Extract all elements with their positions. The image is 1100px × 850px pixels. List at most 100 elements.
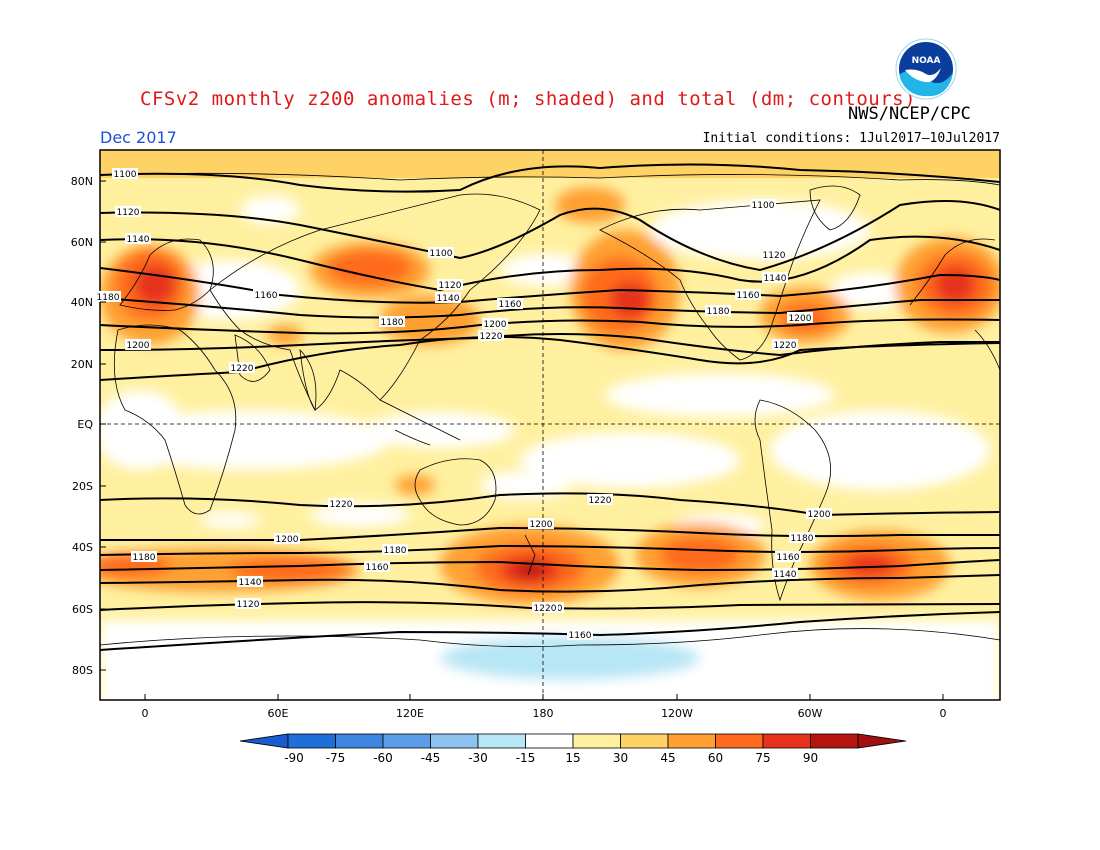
- svg-text:1220: 1220: [589, 496, 612, 506]
- svg-text:1160: 1160: [737, 291, 760, 301]
- initial-conditions: Initial conditions: 1Jul2017–10Jul2017: [702, 131, 1000, 146]
- lat-label: 80N: [71, 175, 93, 188]
- lat-label: EQ: [77, 418, 93, 431]
- colorbar-label: -45: [421, 751, 441, 765]
- contour-label: 1160: [735, 289, 761, 301]
- svg-text:1220: 1220: [330, 500, 353, 510]
- lat-label: 40N: [71, 296, 93, 309]
- colorbar-label: 75: [755, 751, 770, 765]
- colorbar-label: -30: [468, 751, 488, 765]
- contour-label: 1160: [567, 629, 593, 641]
- svg-text:1120: 1120: [439, 281, 462, 291]
- contour-label: 1220: [532, 602, 558, 614]
- contour-label: 1140: [762, 272, 788, 284]
- map-frame: [99, 149, 1001, 701]
- colorbar-label: 60: [708, 751, 723, 765]
- svg-text:1200: 1200: [127, 341, 150, 351]
- colorbar-swatch: [287, 733, 336, 749]
- svg-text:1160: 1160: [569, 631, 592, 641]
- svg-text:1200: 1200: [484, 320, 507, 330]
- colorbar-label: 30: [613, 751, 628, 765]
- svg-text:1100: 1100: [752, 201, 775, 211]
- svg-text:1120: 1120: [117, 208, 140, 218]
- colorbar-label: -15: [516, 751, 536, 765]
- agency-label: NWS/NCEP/CPC: [848, 104, 971, 124]
- svg-text:1220: 1220: [774, 341, 797, 351]
- colorbar-label: 90: [803, 751, 818, 765]
- contour-labels: 1100 1120 1140 1160 1180 1200 1220 1100 1120 1140…: [95, 168, 832, 641]
- colorbar-swatch: [525, 733, 574, 749]
- colorbar-label: 45: [660, 751, 675, 765]
- lon-label: 120E: [396, 707, 424, 720]
- contour-label: 1200: [482, 318, 508, 330]
- svg-text:1180: 1180: [133, 553, 156, 563]
- contour-label: 1120: [437, 279, 463, 291]
- colorbar-swatch: [810, 733, 859, 749]
- colorbar-swatch: [620, 733, 669, 749]
- contour-label: 1160: [364, 561, 390, 573]
- svg-text:1160: 1160: [777, 553, 800, 563]
- colorbar-swatch: [382, 733, 431, 749]
- colorbar-label: 15: [565, 751, 580, 765]
- colorbar-high-arrow: [857, 733, 907, 749]
- contour-label: 1180: [382, 544, 408, 556]
- contour-label: 1180: [95, 291, 121, 303]
- forecast-month: Dec 2017: [100, 128, 177, 147]
- contour-label: 1200: [806, 508, 832, 520]
- svg-text:1220: 1220: [231, 364, 254, 374]
- contour-label: 1140: [237, 576, 263, 588]
- contour-label: 1180: [379, 316, 405, 328]
- contour-label: 1220: [229, 362, 255, 374]
- contour-label: 1220: [478, 330, 504, 342]
- contour-label: 1160: [497, 298, 523, 310]
- contour-label: 1220: [328, 498, 354, 510]
- svg-text:1200: 1200: [808, 510, 831, 520]
- colorbar-label: -90: [284, 751, 304, 765]
- svg-text:1160: 1160: [366, 563, 389, 573]
- lat-label: 80S: [72, 664, 93, 677]
- contour-label: 1100: [112, 168, 138, 180]
- colorbar-swatch: [477, 733, 526, 749]
- colorbar-swatch: [715, 733, 764, 749]
- lat-label: 20S: [72, 480, 93, 493]
- contour-label: 1100: [750, 199, 776, 211]
- colorbar-label: -60: [373, 751, 393, 765]
- contour-label: 1220: [772, 339, 798, 351]
- svg-text:1180: 1180: [791, 534, 814, 544]
- contour-label: 1180: [131, 551, 157, 563]
- coastlines: [100, 172, 1000, 648]
- contour-label: 1200: [274, 533, 300, 545]
- contour-label: 1180: [789, 532, 815, 544]
- colorbar-swatch: [572, 733, 621, 749]
- contour-label: 1180: [705, 305, 731, 317]
- svg-text:1180: 1180: [384, 546, 407, 556]
- contour-label: 1120: [115, 206, 141, 218]
- svg-text:1180: 1180: [707, 307, 730, 317]
- svg-text:1140: 1140: [239, 578, 262, 588]
- svg-text:1140: 1140: [127, 235, 150, 245]
- svg-text:1140: 1140: [437, 294, 460, 304]
- contour-label: 1200: [787, 312, 813, 324]
- colorbar-swatch: [335, 733, 384, 749]
- lat-label: 60N: [71, 236, 93, 249]
- lon-label: 60E: [268, 707, 289, 720]
- svg-text:1200: 1200: [530, 520, 553, 530]
- contour-label: 1220: [587, 494, 613, 506]
- contour-label: 1160: [775, 551, 801, 563]
- colorbar-label: -75: [326, 751, 346, 765]
- lon-label: 0: [142, 707, 149, 720]
- svg-text:1140: 1140: [764, 274, 787, 284]
- lon-label: 60W: [798, 707, 823, 720]
- svg-text:1160: 1160: [255, 291, 278, 301]
- logo-text: NOAA: [912, 56, 941, 66]
- svg-text:1120: 1120: [763, 251, 786, 261]
- svg-text:1180: 1180: [381, 318, 404, 328]
- contour-label: 1160: [253, 289, 279, 301]
- colorbar-swatch: [667, 733, 716, 749]
- svg-text:1220: 1220: [480, 332, 503, 342]
- colorbar-swatch: [430, 733, 479, 749]
- svg-text:1200: 1200: [276, 535, 299, 545]
- contour-label: 1140: [772, 568, 798, 580]
- svg-text:1100: 1100: [430, 249, 453, 259]
